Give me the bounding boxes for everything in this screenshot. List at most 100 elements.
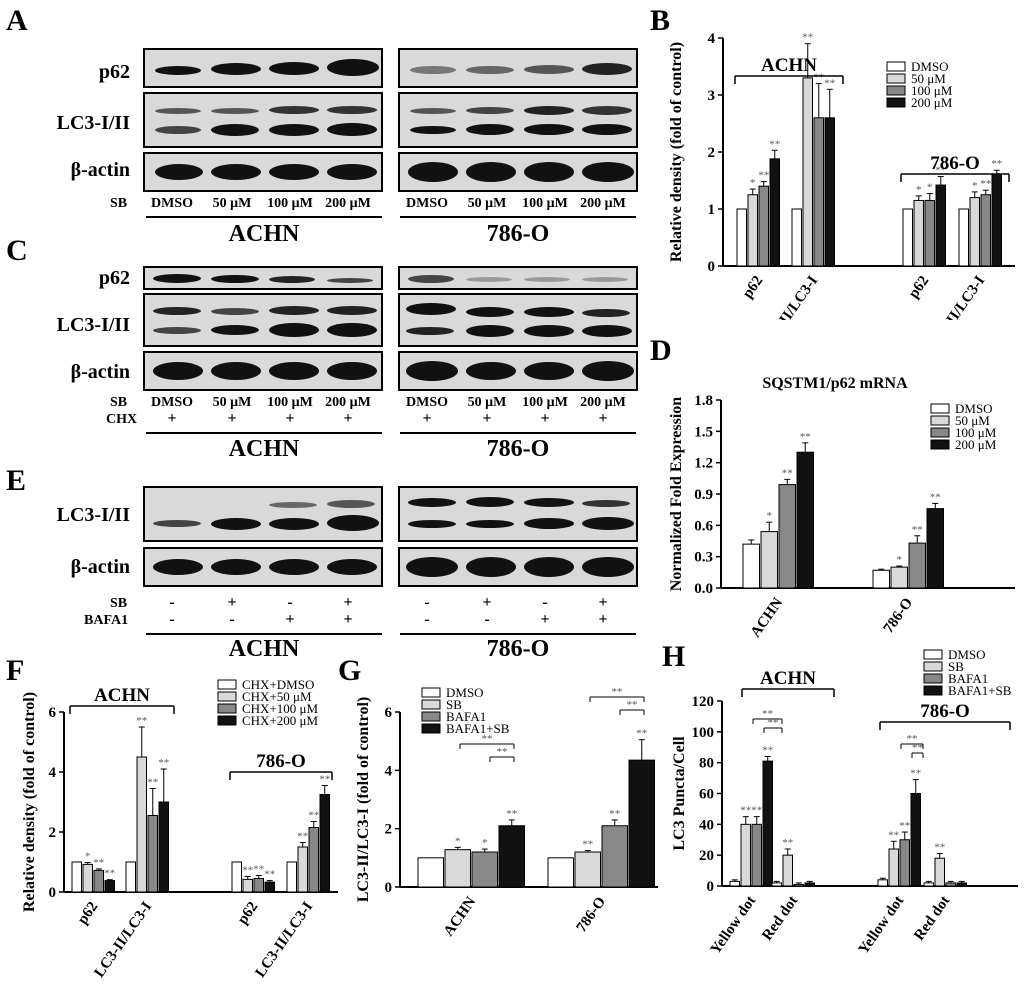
underline-a-achn (146, 216, 382, 218)
bar (760, 531, 778, 589)
x-category-label: Red dot (759, 893, 801, 943)
bafa1-e-achn-2: - (229, 611, 235, 628)
legend-swatch (421, 687, 441, 698)
legend-label: CHX+DMSO (242, 677, 314, 692)
blot-c-achn-actin (143, 351, 383, 391)
legend-label: BAFA1+SB (948, 683, 1012, 698)
lane-a-achn-1: DMSO (151, 196, 193, 211)
blot-label-actin-e: β-actin (70, 556, 130, 578)
sb-e-786o-4: + (598, 594, 608, 611)
legend-swatch (923, 673, 943, 684)
sb-e-786o-1: - (424, 594, 430, 611)
panel-letter-e: E (6, 464, 27, 497)
bar (945, 882, 956, 887)
significance-mark: ** (506, 808, 517, 820)
x-category-label: Red dot (911, 893, 953, 943)
bafa1-e-786o-4: + (598, 611, 608, 628)
significance-mark: ** (297, 831, 308, 843)
significance-mark: * (482, 837, 488, 849)
significance-mark: ** (264, 869, 275, 881)
bar (872, 569, 890, 589)
y-tick-label: 6 (385, 705, 393, 721)
lane-c-786o-3: 100 μM (522, 395, 568, 410)
blot-a-achn-actin (143, 152, 383, 192)
legend-label: 200 μM (955, 437, 997, 452)
underline-e-achn (146, 633, 382, 635)
legend-swatch (217, 679, 237, 690)
lane-a-achn-3: 100 μM (267, 196, 313, 211)
bafa1-e-786o-1: - (424, 611, 430, 628)
blot-label-lc3-e: LC3-I/II (56, 504, 130, 526)
panel-letter-g: G (338, 654, 362, 687)
bar (736, 208, 747, 267)
bafa1-e-786o-2: - (484, 611, 490, 628)
chart-b-relative-density: 0 1 2 3 4 Relative density (fold of control) *… (668, 31, 1015, 320)
panel-letter-a: A (6, 4, 28, 37)
blot-c-786o-lc3 (398, 293, 638, 347)
chx-c-786o-4: + (598, 410, 608, 427)
x-category-label: LC3-II/LC3-I (757, 273, 821, 320)
lane-a-786o-4: 200 μM (580, 196, 626, 211)
legend-swatch (886, 61, 906, 72)
bar (824, 117, 835, 267)
bar (264, 881, 275, 893)
bar (242, 878, 253, 893)
bar (888, 848, 899, 887)
bar (286, 861, 297, 893)
bar (308, 827, 319, 893)
significance-mark: ** (888, 829, 899, 841)
bar (601, 825, 628, 888)
y-tick-label: 80 (699, 756, 714, 772)
panel-letter-b: B (650, 4, 671, 37)
bar (802, 77, 813, 267)
bar (758, 185, 769, 267)
y-tick-label: 4 (385, 763, 393, 779)
bar (910, 793, 921, 887)
bar (574, 851, 601, 888)
chart-d-sqstm1-mrna: 0.0 0.3 0.6 0.9 1.2 1.5 1.8 Normalized Fold Exp… (668, 375, 1015, 640)
blot-c-achn-p62 (143, 266, 383, 290)
significance-mark: ** (980, 178, 991, 190)
bar (778, 484, 796, 589)
significance-mark: ** (782, 467, 793, 479)
lane-a-786o-3: 100 μM (522, 196, 568, 211)
bar (742, 543, 760, 589)
y-tick-label: 6 (49, 705, 57, 721)
significance-mark: ** (782, 837, 793, 849)
significance-mark: ** (991, 158, 1002, 170)
comparison-significance: ** (912, 742, 923, 754)
treatment-label-sb-c: SB (110, 395, 128, 410)
group-title: 786-O (920, 701, 970, 722)
group-title: ACHN (94, 685, 150, 706)
x-category-label: 786-O (574, 894, 610, 935)
y-tick-label: 20 (699, 848, 714, 864)
significance-mark: * (750, 177, 756, 189)
significance-mark: ** (758, 170, 769, 182)
legend-label: CHX+100 μM (242, 701, 318, 716)
y-tick-label: 0 (49, 885, 57, 901)
lane-c-achn-4: 200 μM (325, 395, 371, 410)
blot-a-786o-actin (398, 152, 638, 192)
x-category-label: ACHN (748, 595, 787, 640)
blot-a-786o-p62 (398, 48, 638, 88)
y-tick-label: 0.6 (694, 518, 713, 534)
comparison-significance: ** (482, 733, 493, 745)
significance-mark: * (897, 554, 903, 566)
blot-e-786o-lc3 (398, 486, 638, 542)
blot-label-p62-a: p62 (98, 61, 130, 83)
bar (923, 882, 934, 887)
bar (991, 174, 1002, 267)
significance-mark: ** (762, 745, 773, 757)
significance-mark: ** (93, 857, 104, 869)
bar (471, 851, 498, 888)
cell-line-e-786o: 786-O (486, 636, 550, 662)
y-tick-label: 1.5 (694, 424, 713, 440)
legend-swatch (930, 403, 950, 414)
y-axis-label: Normalized Fold Expression (668, 397, 685, 591)
comparison-significance: ** (762, 708, 773, 720)
x-category-label: p62 (75, 899, 101, 927)
bafa1-e-achn-1: - (169, 611, 175, 628)
legend-label: BAFA1+SB (446, 721, 510, 736)
blot-c-achn-lc3 (143, 293, 383, 347)
significance-mark: * (85, 851, 91, 863)
